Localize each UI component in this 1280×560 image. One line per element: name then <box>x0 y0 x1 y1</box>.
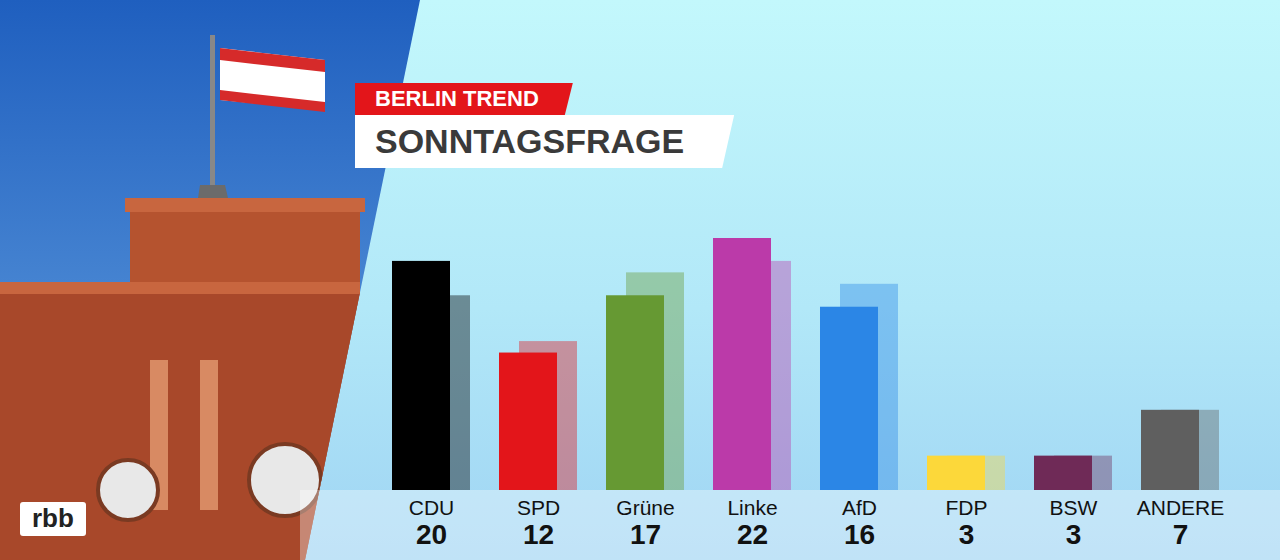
svg-text:FDP: FDP <box>946 496 988 519</box>
svg-text:ANDERE: ANDERE <box>1137 496 1225 519</box>
svg-text:BSW: BSW <box>1050 496 1098 519</box>
svg-text:3: 3 <box>1066 519 1082 550</box>
html-text:rbb: rbb <box>32 503 74 533</box>
svg-text:CDU: CDU <box>409 496 455 519</box>
html-text:SONNTAGSFRAGE: SONNTAGSFRAGE <box>375 122 685 160</box>
svg-text:20: 20 <box>416 519 447 550</box>
svg-text:17: 17 <box>630 519 661 550</box>
svg-text:AfD: AfD <box>842 496 877 519</box>
svg-text:Grüne: Grüne <box>616 496 674 519</box>
svg-text:7: 7 <box>1173 519 1189 550</box>
svg-text:16: 16 <box>844 519 875 550</box>
svg-text:22: 22 <box>737 519 768 550</box>
svg-text:SPD: SPD <box>517 496 560 519</box>
svg-text:Linke: Linke <box>727 496 777 519</box>
html-text:BERLIN TREND: BERLIN TREND <box>375 86 539 111</box>
svg-text:3: 3 <box>959 519 975 550</box>
svg-text:12: 12 <box>523 519 554 550</box>
